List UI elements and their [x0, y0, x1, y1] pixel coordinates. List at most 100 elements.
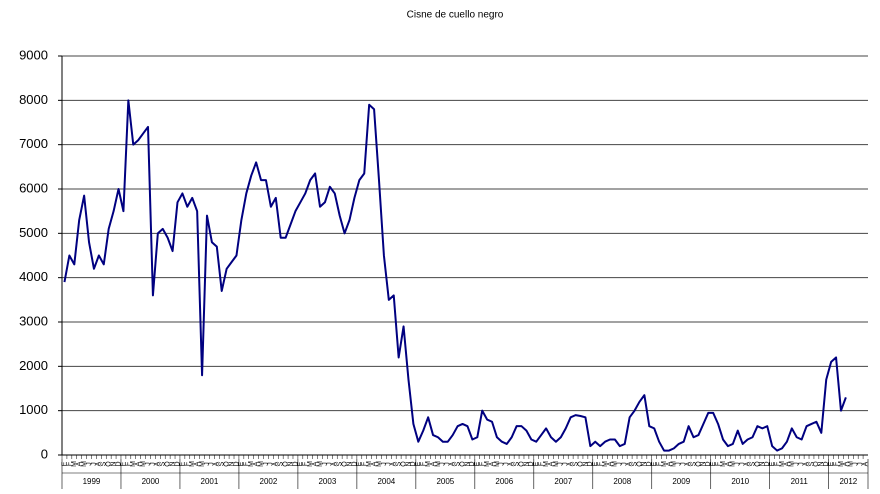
x-tick-label: A: [568, 461, 575, 466]
x-tick-label: J: [91, 462, 98, 466]
x-tick-label: S: [572, 461, 579, 466]
year-label: 2009: [672, 477, 690, 486]
x-tick-label: A: [253, 461, 260, 466]
x-tick-label: O: [813, 461, 820, 467]
x-tick-label: S: [395, 461, 402, 466]
x-tick-label: S: [219, 461, 226, 466]
x-tick-label: D: [292, 461, 299, 466]
x-tick-label: M: [730, 461, 737, 467]
x-tick-label: E: [710, 461, 717, 466]
y-tick-label: 9000: [19, 47, 48, 62]
x-tick-label: A: [489, 461, 496, 466]
year-label: 2006: [495, 477, 513, 486]
x-tick-label: J: [386, 462, 393, 466]
x-tick-label: N: [405, 461, 412, 466]
x-tick-label: D: [587, 461, 594, 466]
x-tick-label: M: [661, 461, 668, 467]
x-tick-label: J: [327, 462, 334, 466]
x-tick-label: A: [391, 461, 398, 466]
x-tick-label: N: [228, 461, 235, 466]
x-tick-label: A: [135, 461, 142, 466]
x-tick-label: J: [681, 462, 688, 466]
year-label: 2007: [554, 477, 572, 486]
x-tick-label: D: [646, 461, 653, 466]
y-tick-label: 5000: [19, 225, 48, 240]
x-tick-label: M: [71, 461, 78, 467]
x-tick-label: J: [563, 462, 570, 466]
x-tick-label: M: [317, 461, 324, 467]
year-label: 2003: [318, 477, 336, 486]
x-tick-label: J: [622, 462, 629, 466]
x-tick-label: S: [278, 461, 285, 466]
x-tick-label: M: [81, 461, 88, 467]
x-tick-label: A: [626, 461, 633, 466]
x-tick-label: E: [356, 461, 363, 466]
x-tick-label: D: [705, 461, 712, 466]
x-tick-label: N: [700, 461, 707, 466]
year-label: 2002: [260, 477, 278, 486]
x-tick-label: N: [641, 461, 648, 466]
x-tick-label: J: [504, 462, 511, 466]
x-tick-label: M: [258, 461, 265, 467]
y-tick-label: 1000: [19, 402, 48, 417]
y-tick-label: 4000: [19, 269, 48, 284]
x-tick-label: J: [445, 462, 452, 466]
x-tick-label: N: [110, 461, 117, 466]
chart-title: Cisne de cuello negro: [407, 10, 504, 21]
x-tick-label: S: [337, 461, 344, 466]
x-tick-label: J: [853, 462, 860, 466]
x-tick-label: A: [430, 461, 437, 466]
x-tick-label: O: [459, 461, 466, 467]
y-tick-label: 2000: [19, 358, 48, 373]
x-tick-label: F: [243, 462, 250, 466]
x-tick-label: M: [779, 461, 786, 467]
x-tick-label: O: [400, 461, 407, 467]
x-tick-label: F: [656, 462, 663, 466]
x-tick-label: F: [184, 462, 191, 466]
x-tick-label: J: [204, 462, 211, 466]
x-tick-label: A: [194, 461, 201, 466]
x-tick-label: F: [302, 462, 309, 466]
x-tick-label: N: [287, 461, 294, 466]
x-tick-label: A: [862, 461, 869, 466]
year-label: 2012: [839, 477, 857, 486]
x-tick-label: E: [61, 461, 68, 466]
x-tick-label: J: [150, 462, 157, 466]
x-tick-label: S: [513, 461, 520, 466]
x-tick-label: D: [764, 461, 771, 466]
x-tick-label: M: [366, 461, 373, 467]
y-tick-label: 0: [41, 446, 48, 461]
x-tick-label: O: [282, 461, 289, 467]
x-tick-label: J: [740, 462, 747, 466]
x-tick-label: E: [828, 461, 835, 466]
x-tick-label: A: [76, 461, 83, 466]
x-tick-label: A: [96, 461, 103, 466]
x-tick-label: N: [169, 461, 176, 466]
x-tick-label: J: [145, 462, 152, 466]
year-label: 2010: [731, 477, 749, 486]
x-tick-label: F: [479, 462, 486, 466]
x-tick-label: J: [268, 462, 275, 466]
x-tick-label: A: [155, 461, 162, 466]
x-tick-label: N: [759, 461, 766, 466]
x-tick-label: O: [223, 461, 230, 467]
year-label: 2000: [142, 477, 160, 486]
x-tick-label: M: [838, 461, 845, 467]
x-tick-label: M: [848, 461, 855, 467]
x-tick-label: A: [332, 461, 339, 466]
x-tick-label: J: [857, 462, 864, 466]
year-label: 2005: [436, 477, 454, 486]
data-line: [63, 99, 847, 452]
year-label: 2008: [613, 477, 631, 486]
x-tick-label: F: [833, 462, 840, 466]
y-tick-label: 3000: [19, 313, 48, 328]
x-tick-label: E: [179, 461, 186, 466]
x-tick-label: F: [66, 462, 73, 466]
x-tick-label: J: [209, 462, 216, 466]
x-tick-label: M: [494, 461, 501, 467]
x-tick-label: N: [464, 461, 471, 466]
x-tick-label: J: [381, 462, 388, 466]
x-tick-label: J: [499, 462, 506, 466]
x-tick-label: S: [101, 461, 108, 466]
x-tick-label: O: [165, 461, 172, 467]
